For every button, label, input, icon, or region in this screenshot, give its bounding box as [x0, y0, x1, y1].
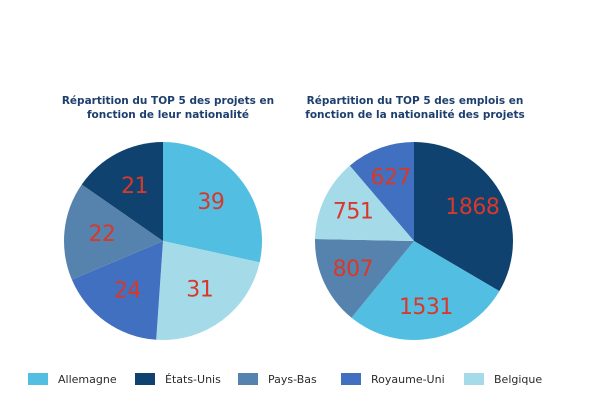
legend-item-etats-unis: États-Unis: [135, 370, 221, 388]
legend-item-belgique: Belgique: [464, 370, 542, 388]
chart-2-title: Répartition du TOP 5 des emplois en fonc…: [300, 94, 530, 122]
pie-1-label-pays-bas: 22: [88, 222, 115, 247]
chart-1-title-line-2: fonction de leur nationalité: [86, 109, 250, 121]
pie-1-slices: [64, 142, 262, 341]
pie-1-label-belgique: 31: [186, 278, 213, 303]
legend-item-royaume-uni: Royaume-Uni: [341, 370, 445, 388]
legend-item-pays-bas: Pays-Bas: [238, 370, 317, 388]
chart-2-title-line-1: Répartition du TOP 5 des emplois en: [306, 95, 524, 107]
pie-2-label-etats-unis: 1868: [445, 195, 499, 220]
legend-swatch-pays-bas: [238, 373, 258, 385]
pie-2-slice-belgique: [315, 165, 414, 241]
legend: Allemagne États-Unis Pays-Bas Royaume-Un…: [28, 370, 568, 388]
legend-swatch-allemagne: [28, 373, 48, 385]
pie-1-slice-allemagne: [163, 142, 262, 263]
legend-label-allemagne: Allemagne: [58, 372, 117, 386]
pie-1-slice-belgique: [156, 241, 260, 341]
pie-2-label-allemagne: 1531: [399, 295, 453, 320]
legend-label-royaume-uni: Royaume-Uni: [371, 372, 445, 386]
legend-item-allemagne: Allemagne: [28, 370, 117, 388]
legend-label-pays-bas: Pays-Bas: [268, 372, 317, 386]
pie-2-slice-etats-unis: [414, 142, 513, 292]
pie-1-slice-etats-unis: [81, 142, 163, 241]
legend-label-etats-unis: États-Unis: [165, 372, 221, 386]
legend-label-belgique: Belgique: [494, 372, 543, 386]
legend-swatch-etats-unis: [135, 373, 155, 385]
pie-2-label-pays-bas: 807: [333, 257, 374, 282]
pie-1-label-royaume-uni: 24: [114, 278, 141, 303]
pie-2-label-belgique: 751: [333, 200, 374, 225]
pie-1-label-etats-unis: 21: [121, 174, 148, 199]
pie-2-label-royaume-uni: 627: [370, 165, 411, 190]
pie-2-slice-allemagne: [351, 241, 500, 341]
chart-2-title-line-2: fonction de la nationalité des projets: [305, 109, 525, 121]
pie-1-slice-royaume-uni: [71, 241, 163, 340]
pie-1-slice-pays-bas: [64, 184, 163, 280]
legend-swatch-royaume-uni: [341, 373, 361, 385]
legend-swatch-belgique: [464, 373, 484, 385]
pie-1-label-allemagne: 39: [197, 190, 224, 215]
pie-2-slice-pays-bas: [315, 238, 414, 318]
chart-1-title-line-1: Répartition du TOP 5 des projets en: [61, 95, 275, 107]
pie-2-slice-royaume-uni: [349, 142, 414, 241]
pie-2-labels: 1868 1531 807 751 627: [333, 165, 500, 319]
pie-2-slices: [315, 142, 513, 341]
chart-1-title: Répartition du TOP 5 des projets en fonc…: [58, 94, 278, 122]
